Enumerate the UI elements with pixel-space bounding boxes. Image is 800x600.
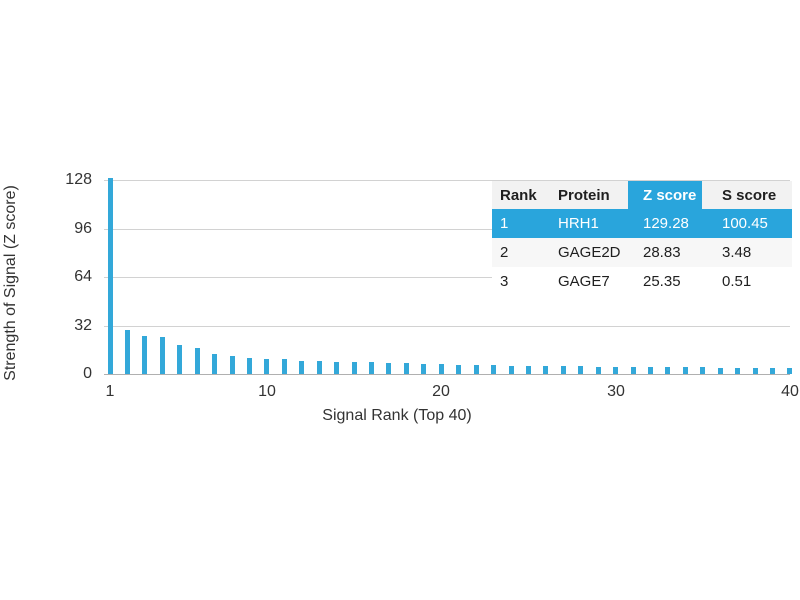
x-tick-label-10: 10 — [258, 383, 276, 400]
bar-rank-38 — [753, 368, 758, 374]
x-tick-label-40: 40 — [781, 383, 799, 400]
table-row-2: 2 GAGE2D 28.83 3.48 — [492, 238, 792, 267]
bar-rank-13 — [317, 361, 322, 374]
cell-protein: GAGE2D — [550, 238, 628, 267]
ranking-table: Rank Protein Z score S score 1 HRH1 129.… — [492, 181, 792, 296]
bar-rank-37 — [735, 368, 740, 374]
y-tick-label-32: 32 — [74, 317, 92, 334]
bar-rank-39 — [770, 368, 775, 374]
y-axis-title: Strength of Signal (Z score) — [2, 185, 19, 381]
bar-rank-28 — [578, 366, 583, 374]
bar-rank-12 — [299, 361, 304, 374]
cell-rank: 2 — [492, 238, 550, 267]
table-header-row: Rank Protein Z score S score — [492, 181, 792, 209]
x-axis-title: Signal Rank (Top 40) — [322, 407, 472, 424]
bar-rank-31 — [631, 367, 636, 374]
bar-rank-9 — [247, 358, 252, 374]
cell-rank: 1 — [492, 209, 550, 238]
table-row-3: 3 GAGE7 25.35 0.51 — [492, 267, 792, 296]
bar-rank-25 — [526, 366, 531, 374]
cell-z-score: 28.83 — [628, 238, 702, 267]
x-tick-label-1: 1 — [105, 383, 115, 400]
gridline-y-96 — [104, 229, 790, 230]
cell-rank: 3 — [492, 267, 550, 296]
bar-rank-15 — [352, 362, 357, 374]
bar-rank-5 — [177, 345, 182, 374]
cell-z-score: 25.35 — [628, 267, 702, 296]
bar-rank-29 — [596, 367, 601, 374]
gridline-y-0 — [104, 374, 790, 375]
y-tick-label-0: 0 — [83, 365, 92, 382]
y-tick-label-64: 64 — [74, 268, 92, 285]
bar-rank-22 — [474, 365, 479, 374]
cell-s-score: 0.51 — [702, 267, 792, 296]
bar-rank-18 — [404, 363, 409, 374]
x-tick-label-30: 30 — [607, 383, 625, 400]
bar-rank-1 — [108, 178, 113, 374]
bar-rank-16 — [369, 362, 374, 374]
bar-rank-8 — [230, 356, 235, 374]
y-tick-label-128: 128 — [65, 171, 92, 188]
bar-rank-26 — [543, 366, 548, 374]
bar-rank-33 — [665, 367, 670, 374]
cell-protein: HRH1 — [550, 209, 628, 238]
table-row-1: 1 HRH1 129.28 100.45 — [492, 209, 792, 238]
bar-rank-23 — [491, 365, 496, 374]
header-z-score: Z score — [628, 181, 702, 209]
header-protein: Protein — [550, 181, 628, 209]
bar-rank-19 — [421, 364, 426, 374]
y-tick-label-96: 96 — [74, 220, 92, 237]
cell-z-score: 129.28 — [628, 209, 702, 238]
cell-protein: GAGE7 — [550, 267, 628, 296]
bar-rank-10 — [264, 359, 269, 374]
gridline-y-32 — [104, 326, 790, 327]
header-s-score: S score — [702, 181, 792, 209]
bar-rank-20 — [439, 364, 444, 374]
bar-rank-2 — [125, 330, 130, 374]
bar-rank-30 — [613, 367, 618, 374]
bar-rank-21 — [456, 365, 461, 374]
bar-rank-17 — [386, 363, 391, 374]
bar-rank-34 — [683, 367, 688, 374]
gridline-y-128 — [104, 180, 790, 181]
cell-s-score: 100.45 — [702, 209, 792, 238]
bar-rank-7 — [212, 354, 217, 374]
header-rank: Rank — [492, 181, 550, 209]
x-tick-label-20: 20 — [432, 383, 450, 400]
bar-rank-4 — [160, 337, 165, 374]
bar-rank-6 — [195, 348, 200, 374]
cell-s-score: 3.48 — [702, 238, 792, 267]
bar-rank-3 — [142, 336, 147, 374]
bar-rank-32 — [648, 367, 653, 374]
gridline-y-64 — [104, 277, 790, 278]
bar-rank-11 — [282, 359, 287, 374]
bar-rank-14 — [334, 362, 339, 374]
bar-rank-27 — [561, 366, 566, 374]
bar-rank-24 — [509, 366, 514, 374]
bar-rank-35 — [700, 367, 705, 374]
bar-rank-36 — [718, 368, 723, 374]
bar-rank-40 — [787, 368, 792, 374]
